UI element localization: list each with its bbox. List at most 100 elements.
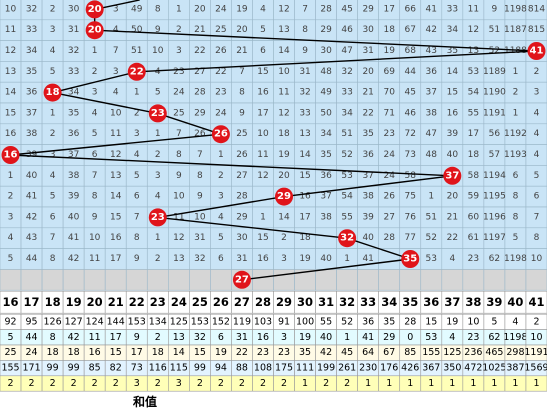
cell-text: 31 xyxy=(236,254,247,264)
stat-text: 45 xyxy=(341,347,353,358)
stat-text: 3 xyxy=(281,332,287,343)
cell-text: 10 xyxy=(152,46,164,56)
stat-text: 6 xyxy=(218,332,224,343)
stat-text: 82 xyxy=(110,363,122,374)
cell-text: 10 xyxy=(110,108,122,118)
cell-text: 15 xyxy=(5,108,16,118)
ball-number: 29 xyxy=(277,191,291,202)
stat-text: 125 xyxy=(170,316,188,327)
stat-text: 53 xyxy=(425,332,437,343)
stat-text: 119 xyxy=(233,316,251,327)
cell-text: 5 xyxy=(534,171,540,181)
cell-text: 14 xyxy=(299,150,311,160)
grid-cell xyxy=(83,269,106,291)
stat-text: 0 xyxy=(407,332,413,343)
cell-text: 44 xyxy=(405,67,417,77)
cell-text: 9 xyxy=(92,212,98,222)
stat-text: 2 xyxy=(197,378,203,389)
header-number: 33 xyxy=(360,295,376,309)
cell-text: 20 xyxy=(236,25,248,35)
cell-text: 12 xyxy=(110,150,121,160)
trend-line xyxy=(157,216,348,239)
cell-text: 38 xyxy=(68,171,80,181)
stat-text: 92 xyxy=(4,316,16,327)
cell-text: 69 xyxy=(383,67,395,77)
cell-text: 12 xyxy=(278,108,289,118)
cell-text: 5 xyxy=(218,233,224,243)
cell-text: 13 xyxy=(5,67,16,77)
cell-text: 5 xyxy=(134,171,140,181)
stat-text: 52 xyxy=(341,316,353,327)
header-number: 35 xyxy=(402,295,418,309)
stat-text: 4 xyxy=(449,332,455,343)
ball-number: 23 xyxy=(151,212,165,223)
cell-text: 18 xyxy=(383,25,395,35)
cell-text: 30 xyxy=(236,233,248,243)
header-number: 29 xyxy=(276,295,292,309)
cell-text: 2 xyxy=(218,171,224,181)
cell-text: 59 xyxy=(468,192,480,202)
cell-text: 1 xyxy=(176,4,182,14)
cell-text: 45 xyxy=(405,88,416,98)
cell-text: 40 xyxy=(68,212,80,222)
cell-text: 4 xyxy=(449,254,455,264)
cell-text: 15 xyxy=(110,212,121,222)
cell-text: 26 xyxy=(194,129,206,139)
cell-text: 5 xyxy=(50,67,56,77)
cell-text: 15 xyxy=(257,67,268,77)
stat-text: 134 xyxy=(149,316,167,327)
stat-text: 2 xyxy=(533,316,539,327)
cell-text: 5 xyxy=(50,192,56,202)
cell-text: 33 xyxy=(26,25,37,35)
cell-text: 9 xyxy=(302,46,308,56)
cell-text: 2 xyxy=(8,192,14,202)
grid-cell xyxy=(441,269,464,291)
ball-number: 32 xyxy=(340,233,354,244)
cell-text: 35 xyxy=(362,129,373,139)
cell-text: 4 xyxy=(155,67,161,77)
stat-text: 88 xyxy=(236,363,248,374)
cell-text: 29 xyxy=(236,212,248,222)
cell-text: 3 xyxy=(134,129,140,139)
cell-text: 9 xyxy=(155,25,161,35)
header-number: 21 xyxy=(108,295,124,309)
cell-text: 30 xyxy=(68,4,80,14)
cell-text: 815 xyxy=(528,25,545,35)
cell-text: 7 xyxy=(134,212,140,222)
stat-text: 2 xyxy=(50,378,56,389)
grid-cell xyxy=(273,269,295,291)
footer-label: 和值 xyxy=(132,394,157,409)
cell-text: 2 xyxy=(155,254,161,264)
cell-text: 49 xyxy=(320,88,332,98)
cell-text: 4 xyxy=(50,46,56,56)
ball xyxy=(527,42,546,60)
cell-text: 27 xyxy=(194,67,205,77)
header-number: 19 xyxy=(66,295,82,309)
ball xyxy=(401,250,420,268)
stat-text: 94 xyxy=(215,363,227,374)
cell-text: 58 xyxy=(405,171,417,181)
stat-text: 55 xyxy=(320,316,332,327)
cell-text: 38 xyxy=(320,212,332,222)
cell-text: 41 xyxy=(362,254,373,264)
cell-text: 11 xyxy=(468,4,479,14)
cell-text: 39 xyxy=(447,129,459,139)
cell-text: 2 xyxy=(281,233,287,243)
cell-text: 25 xyxy=(173,108,184,118)
cell-text: 7 xyxy=(302,4,308,14)
cell-text: 6 xyxy=(92,150,98,160)
cell-text: 37 xyxy=(26,108,37,118)
grid-cell xyxy=(525,269,547,291)
stat-text: 261 xyxy=(338,363,356,374)
ball-number: 41 xyxy=(530,46,544,57)
cell-text: 16 xyxy=(257,88,269,98)
stat-text: 1 xyxy=(512,378,518,389)
cell-text: 51 xyxy=(426,212,437,222)
cell-text: 2 xyxy=(134,108,140,118)
cell-text: 1 xyxy=(344,254,350,264)
cell-text: 77 xyxy=(405,233,416,243)
stat-text: 100 xyxy=(296,316,314,327)
cell-text: 19 xyxy=(299,254,311,264)
header-number: 41 xyxy=(528,295,544,309)
cell-text: 37 xyxy=(362,171,373,181)
